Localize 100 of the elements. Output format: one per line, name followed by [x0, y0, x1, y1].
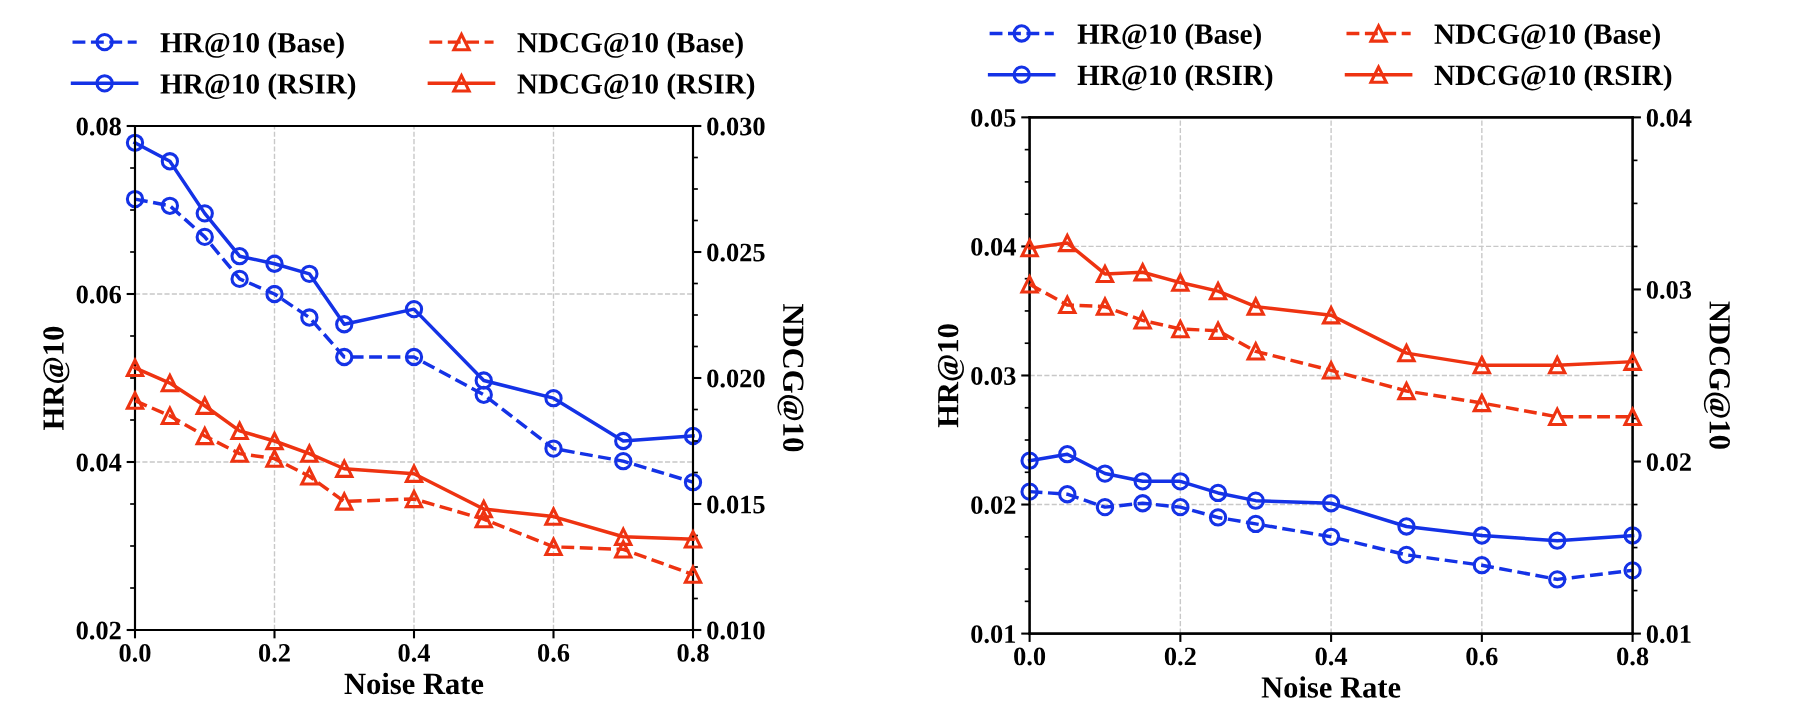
- point: [613, 525, 634, 546]
- point: [1246, 342, 1265, 361]
- point: [160, 196, 180, 215]
- point: [265, 431, 284, 451]
- point: [1133, 472, 1152, 491]
- point: [1208, 508, 1228, 527]
- point: [195, 204, 214, 223]
- point: [1171, 497, 1190, 517]
- x-axis-title: Noise Rate: [344, 672, 484, 695]
- point: [125, 133, 145, 152]
- y-tick-label: 0.03: [971, 367, 1016, 386]
- y-tick-label: 0.06: [76, 285, 122, 304]
- point: [1623, 526, 1642, 545]
- point: [404, 464, 424, 483]
- point: [1095, 264, 1115, 284]
- x-tick-label: 0.2: [259, 643, 290, 662]
- y2-axis-title: NDCG@10: [1703, 301, 1731, 449]
- point: [1208, 483, 1228, 503]
- point: [1208, 319, 1228, 340]
- point: [300, 467, 319, 486]
- point: [159, 404, 180, 425]
- point: [1246, 297, 1265, 316]
- point: [544, 439, 563, 458]
- point: [474, 499, 493, 519]
- point: [230, 444, 249, 463]
- point: [300, 264, 319, 284]
- x-tick-label: 0.4: [398, 643, 430, 662]
- point: [1472, 526, 1492, 545]
- x-tick-label: 0.6: [538, 643, 570, 662]
- y2-tick-label: 0.01: [1646, 625, 1691, 644]
- point: [1548, 570, 1567, 589]
- point: [125, 389, 145, 410]
- point: [683, 426, 703, 446]
- y2-tick-label: 0.025: [707, 243, 765, 262]
- point: [1321, 306, 1341, 325]
- point: [1171, 472, 1190, 491]
- y2-tick-label: 0.030: [707, 117, 765, 136]
- point: [1548, 355, 1567, 375]
- legend-label: HR@10 (RSIR): [160, 73, 356, 100]
- point: [1095, 297, 1115, 316]
- point: [683, 530, 703, 549]
- point: [1020, 238, 1039, 258]
- y2-tick-label: 0.010: [707, 621, 765, 640]
- x-tick-label: 0.8: [1617, 647, 1649, 666]
- point: [404, 347, 424, 367]
- point: [1472, 556, 1492, 575]
- point: [1397, 545, 1416, 565]
- point: [1622, 405, 1643, 426]
- y-tick-label: 0.04: [76, 453, 122, 472]
- point: [1548, 531, 1567, 550]
- point: [404, 299, 424, 319]
- y-tick-label: 0.05: [971, 108, 1016, 127]
- point: [1547, 405, 1568, 426]
- point: [335, 492, 354, 511]
- x-tick-label: 0.4: [1315, 647, 1348, 666]
- point: [1472, 393, 1492, 413]
- point: [230, 269, 249, 289]
- point: [683, 565, 703, 584]
- x-tick-label: 0.2: [1164, 647, 1196, 666]
- point: [614, 540, 633, 559]
- point: [1020, 275, 1039, 294]
- point: [1321, 494, 1341, 513]
- y-axis-title: HR@10: [43, 326, 70, 430]
- y-tick-label: 0.02: [76, 621, 121, 640]
- point: [614, 431, 633, 451]
- point: [160, 373, 180, 393]
- y2-tick-label: 0.015: [707, 495, 765, 514]
- point: [1095, 464, 1115, 483]
- point: [1171, 319, 1190, 339]
- point: [1623, 561, 1642, 580]
- point: [1058, 485, 1077, 504]
- x-axis-title: Noise Rate: [1261, 676, 1401, 698]
- y2-tick-label: 0.02: [1646, 453, 1691, 472]
- point: [1133, 263, 1152, 282]
- y2-tick-label: 0.020: [707, 369, 765, 388]
- x-tick-label: 0.6: [1466, 647, 1498, 666]
- point: [474, 371, 493, 390]
- point: [1058, 233, 1077, 253]
- legend-label: HR@10 (Base): [1077, 23, 1261, 50]
- point: [160, 152, 180, 171]
- point: [1246, 514, 1265, 534]
- point: [474, 509, 493, 529]
- point: [543, 535, 564, 557]
- point: [195, 426, 214, 446]
- point: [1397, 517, 1416, 536]
- point: [1057, 293, 1078, 315]
- legend-label: HR@10 (RSIR): [1077, 64, 1273, 92]
- point: [125, 358, 145, 378]
- y-axis-title: HR@10: [937, 324, 964, 428]
- point: [404, 489, 424, 509]
- point: [195, 227, 214, 247]
- point: [1020, 451, 1039, 470]
- point: [1095, 497, 1115, 517]
- point: [265, 254, 284, 273]
- point: [614, 451, 633, 471]
- point: [683, 472, 703, 492]
- point: [194, 394, 215, 415]
- point: [334, 457, 355, 478]
- point: [265, 449, 284, 468]
- point: [474, 385, 493, 404]
